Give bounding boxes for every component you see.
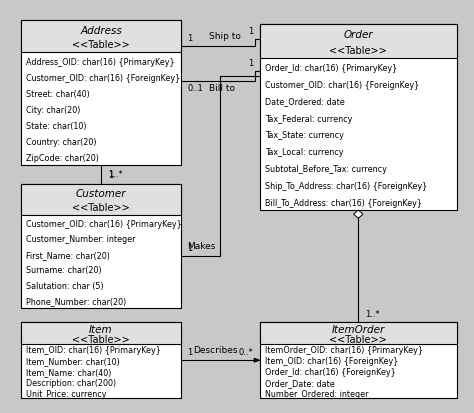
Text: Subtotal_Before_Tax: currency: Subtotal_Before_Tax: currency — [265, 165, 387, 174]
Bar — [21, 184, 181, 215]
Text: <<Table>>: <<Table>> — [72, 334, 130, 344]
Text: Order: Order — [344, 30, 373, 40]
Text: Ship to: Ship to — [209, 32, 240, 41]
Text: Customer_OID: char(16) {ForeignKey}: Customer_OID: char(16) {ForeignKey} — [26, 74, 181, 83]
Text: Bill to: Bill to — [209, 84, 235, 93]
Text: Order_Id: char(16) {PrimaryKey}: Order_Id: char(16) {PrimaryKey} — [265, 64, 397, 73]
Text: Makes: Makes — [187, 241, 216, 250]
Text: ItemOrder_OID: char(16) {PrimaryKey}: ItemOrder_OID: char(16) {PrimaryKey} — [265, 346, 423, 355]
Text: Item_Number: char(10): Item_Number: char(10) — [26, 356, 120, 366]
Text: 1..*: 1..* — [108, 170, 123, 179]
Text: Salutation: char (5): Salutation: char (5) — [26, 281, 104, 290]
Text: Bill_To_Address: char(16) {ForeignKey}: Bill_To_Address: char(16) {ForeignKey} — [265, 199, 422, 207]
Text: Item: Item — [89, 324, 113, 334]
Text: Ship_To_Address: char(16) {ForeignKey}: Ship_To_Address: char(16) {ForeignKey} — [265, 182, 427, 191]
Text: 1..*: 1..* — [365, 310, 380, 318]
Text: <<Table>>: <<Table>> — [329, 45, 387, 55]
Bar — [21, 323, 181, 344]
Text: Item_OID: char(16) {ForeignKey}: Item_OID: char(16) {ForeignKey} — [265, 356, 398, 366]
Text: 0..1: 0..1 — [188, 84, 203, 93]
Text: ItemOrder: ItemOrder — [332, 324, 385, 334]
Text: 1: 1 — [248, 27, 253, 36]
Text: Address_OID: char(16) {PrimaryKey}: Address_OID: char(16) {PrimaryKey} — [26, 57, 175, 66]
Bar — [21, 184, 181, 309]
Text: Item_Name: char(40): Item_Name: char(40) — [26, 367, 111, 376]
Text: Customer: Customer — [76, 188, 126, 198]
Text: <<Table>>: <<Table>> — [72, 202, 130, 212]
Text: 0..*: 0..* — [238, 347, 253, 356]
Text: Order_Id: char(16) {ForeignKey}: Order_Id: char(16) {ForeignKey} — [265, 367, 395, 376]
Text: First_Name: char(20): First_Name: char(20) — [26, 250, 110, 259]
Text: State: char(10): State: char(10) — [26, 122, 87, 131]
Text: Customer_Number: integer: Customer_Number: integer — [26, 235, 136, 244]
Bar — [21, 21, 181, 166]
Text: Date_Ordered: date: Date_Ordered: date — [265, 97, 345, 107]
Text: 1: 1 — [248, 59, 253, 67]
Text: Description: char(200): Description: char(200) — [26, 378, 116, 387]
Text: Item_OID: char(16) {PrimaryKey}: Item_OID: char(16) {PrimaryKey} — [26, 346, 161, 355]
Bar — [260, 323, 456, 344]
Text: Customer_OID: char(16) {PrimaryKey}: Customer_OID: char(16) {PrimaryKey} — [26, 219, 182, 228]
Text: <<Table>>: <<Table>> — [72, 40, 130, 50]
Bar — [260, 323, 456, 398]
Text: Number_Ordered: integer: Number_Ordered: integer — [265, 389, 368, 398]
Polygon shape — [254, 358, 260, 363]
Bar — [21, 21, 181, 53]
Text: Phone_Number: char(20): Phone_Number: char(20) — [26, 297, 127, 306]
Text: Order_Date: date: Order_Date: date — [265, 378, 335, 387]
Text: Country: char(20): Country: char(20) — [26, 138, 97, 147]
Polygon shape — [354, 211, 363, 219]
Bar — [260, 25, 456, 211]
Text: Tax_State: currency: Tax_State: currency — [265, 131, 344, 140]
Bar — [21, 323, 181, 398]
Text: Surname: char(20): Surname: char(20) — [26, 266, 102, 275]
Text: ZipCode: char(20): ZipCode: char(20) — [26, 154, 99, 163]
Text: Tax_Federal: currency: Tax_Federal: currency — [265, 114, 352, 123]
Text: Describes: Describes — [193, 345, 238, 354]
Text: Address: Address — [80, 26, 122, 36]
Text: Customer_OID: char(16) {ForeignKey}: Customer_OID: char(16) {ForeignKey} — [265, 81, 419, 90]
Text: 1: 1 — [188, 34, 193, 43]
Text: 1: 1 — [188, 243, 193, 252]
Text: Tax_Local: currency: Tax_Local: currency — [265, 148, 343, 157]
Text: Unit_Price: currency: Unit_Price: currency — [26, 389, 107, 398]
Text: 1: 1 — [108, 171, 113, 180]
Text: City: char(20): City: char(20) — [26, 106, 81, 115]
Text: 1: 1 — [188, 347, 193, 356]
Text: <<Table>>: <<Table>> — [329, 334, 387, 344]
Text: Street: char(40): Street: char(40) — [26, 90, 90, 99]
Bar — [260, 25, 456, 59]
